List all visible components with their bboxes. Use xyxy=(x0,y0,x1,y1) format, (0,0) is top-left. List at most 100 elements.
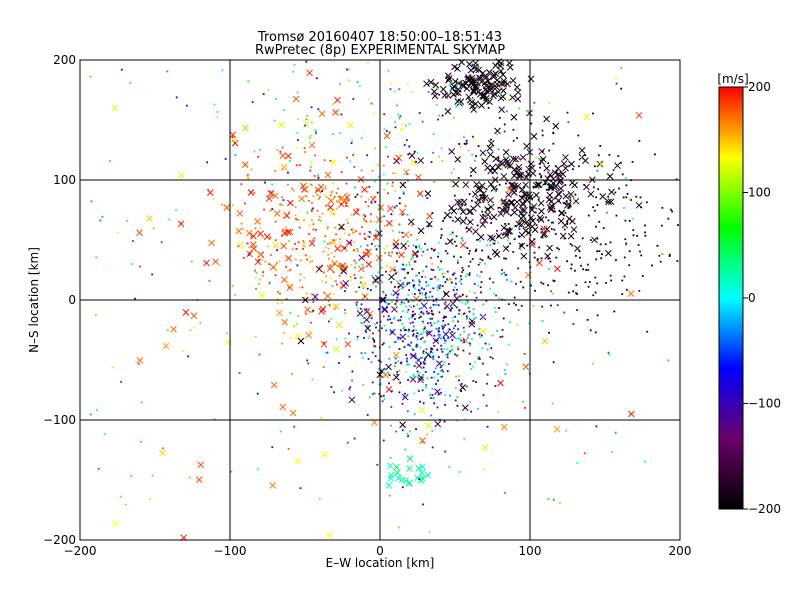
scatter-dot xyxy=(261,258,264,261)
scatter-dot xyxy=(446,278,448,281)
scatter-dot xyxy=(475,316,478,319)
scatter-dot xyxy=(410,347,413,350)
scatter-dot xyxy=(403,144,406,146)
scatter-dot xyxy=(363,214,365,216)
scatter-cross xyxy=(318,307,326,315)
scatter-dot xyxy=(460,282,463,285)
scatter-dot xyxy=(468,272,471,275)
scatter-dot xyxy=(493,307,496,309)
scatter-cross xyxy=(337,195,345,203)
scatter-dot xyxy=(489,257,492,260)
scatter-dot xyxy=(466,301,469,304)
scatter-dot xyxy=(422,361,425,363)
scatter-dot xyxy=(547,284,549,287)
scatter-dot xyxy=(639,196,642,199)
scatter-dot xyxy=(371,351,374,354)
scatter-dot xyxy=(473,292,476,295)
scatter-dot xyxy=(333,255,336,258)
scatter-dot xyxy=(499,336,502,338)
scatter-dot xyxy=(312,223,315,226)
scatter-dot xyxy=(324,235,327,238)
scatter-dot xyxy=(411,91,414,93)
scatter-dot xyxy=(349,386,352,389)
scatter-dot xyxy=(471,258,474,260)
scatter-dot xyxy=(327,257,330,260)
scatter-dot xyxy=(407,330,410,333)
scatter-dot xyxy=(349,279,352,282)
scatter-dot xyxy=(442,220,445,222)
scatter-dot xyxy=(415,343,418,346)
scatter-dot xyxy=(434,339,437,342)
scatter-cross xyxy=(136,357,144,364)
scatter-dot xyxy=(420,291,423,294)
scatter-dot xyxy=(465,385,468,388)
scatter-dot xyxy=(332,271,335,274)
scatter-dot xyxy=(448,466,451,468)
scatter-dot xyxy=(449,83,452,86)
scatter-cross xyxy=(512,155,520,163)
scatter-dot xyxy=(461,239,464,242)
scatter-dot xyxy=(456,354,459,357)
scatter-dot xyxy=(402,309,404,312)
scatter-dot xyxy=(456,419,459,422)
scatter-dot xyxy=(468,220,471,223)
scatter-dot xyxy=(321,280,324,283)
scatter-dot xyxy=(432,355,435,358)
scatter-dot xyxy=(386,264,388,267)
scatter-dot xyxy=(404,448,407,451)
scatter-dot xyxy=(578,250,581,253)
scatter-dot xyxy=(424,276,427,278)
scatter-dot xyxy=(366,287,369,290)
scatter-dot xyxy=(405,124,407,127)
scatter-dot xyxy=(553,197,556,200)
scatter-dot xyxy=(432,300,435,302)
scatter-dot xyxy=(403,276,406,279)
scatter-dot xyxy=(253,150,256,153)
scatter-dot xyxy=(471,64,474,66)
scatter-dot xyxy=(597,154,600,157)
scatter-dot xyxy=(329,194,332,197)
scatter-dot xyxy=(552,132,555,135)
scatter-cross xyxy=(452,180,460,188)
scatter-cross xyxy=(546,191,554,199)
scatter-dot xyxy=(299,487,302,490)
scatter-dot xyxy=(405,264,408,266)
scatter-dot xyxy=(361,263,364,266)
scatter-dot xyxy=(499,92,502,95)
scatter-dot xyxy=(621,279,624,282)
scatter-dot xyxy=(330,242,333,245)
x-tick-label: −100 xyxy=(214,544,247,558)
scatter-dot xyxy=(625,196,628,199)
scatter-dot xyxy=(418,478,421,480)
scatter-dot xyxy=(314,228,317,231)
scatter-dot xyxy=(430,324,433,327)
scatter-dot xyxy=(444,450,447,453)
scatter-dot xyxy=(359,232,361,235)
scatter-dot xyxy=(330,317,333,320)
scatter-dot xyxy=(412,305,415,308)
scatter-cross xyxy=(514,95,522,103)
scatter-dot xyxy=(425,310,428,313)
scatter-dot xyxy=(274,274,277,277)
scatter-cross xyxy=(269,263,277,271)
scatter-cross xyxy=(497,379,504,387)
scatter-dot xyxy=(400,128,402,131)
colorbar xyxy=(718,86,744,510)
scatter-dot xyxy=(237,245,240,248)
scatter-dot xyxy=(311,267,314,270)
scatter-cross xyxy=(614,162,621,169)
scatter-dot xyxy=(424,340,427,343)
colorbar-label: [m/s] xyxy=(717,72,748,86)
scatter-dot xyxy=(335,338,338,341)
scatter-cross xyxy=(544,252,551,260)
scatter-dot xyxy=(288,211,291,214)
scatter-dot xyxy=(445,316,447,318)
scatter-dot xyxy=(494,385,497,387)
scatter-dot xyxy=(405,298,408,301)
scatter-dot xyxy=(213,103,216,106)
scatter-dot xyxy=(533,256,536,259)
scatter-cross xyxy=(546,204,554,211)
scatter-dot xyxy=(512,182,515,185)
chart-subtitle: RwPretec (8p) EXPERIMENTAL SKYMAP xyxy=(255,43,505,58)
scatter-cross xyxy=(500,173,508,180)
